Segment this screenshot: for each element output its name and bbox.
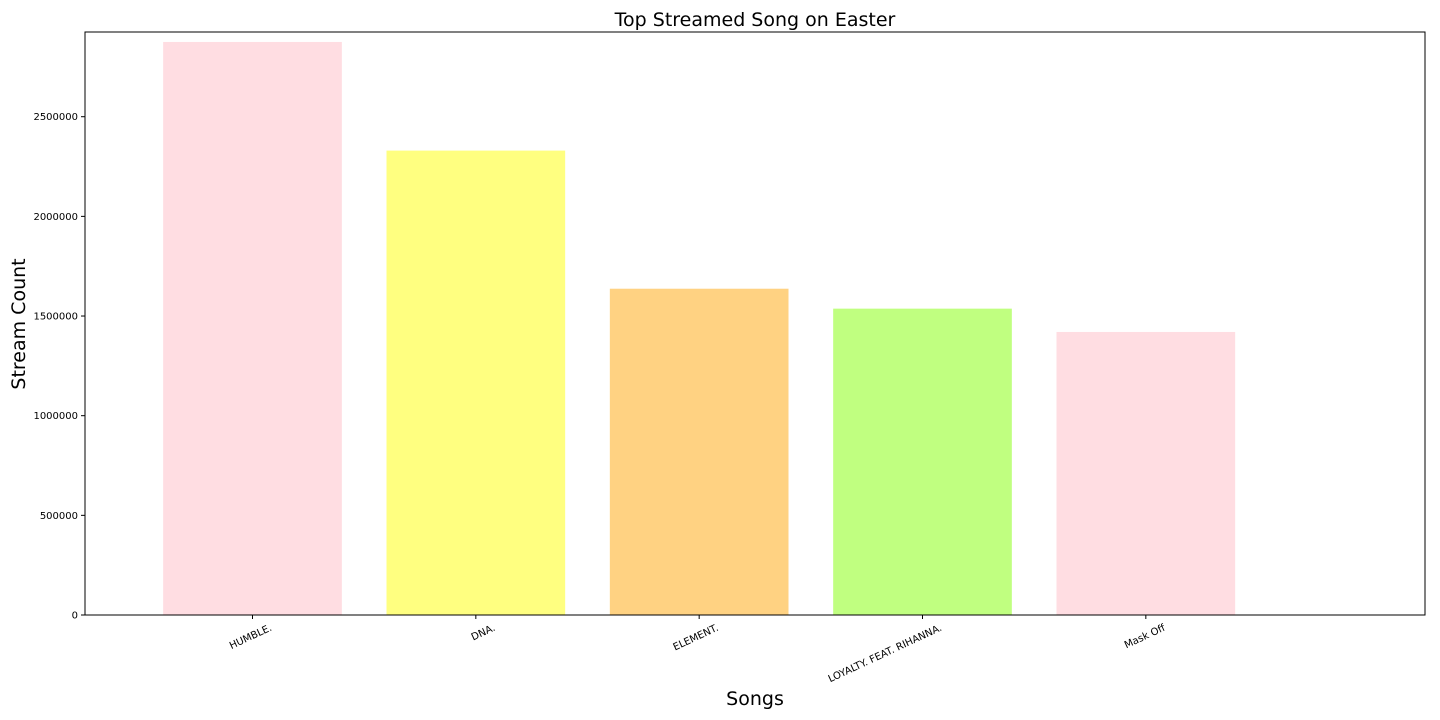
x-tick-label-2: ELEMENT. — [672, 623, 721, 654]
plot-frame — [84, 31, 1426, 616]
y-ticks-group: 0 500000 1000000 1500000 2000000 2500000 — [33, 112, 85, 622]
x-tick-label-0: HUMBLE. — [228, 623, 274, 652]
bar-3 — [833, 308, 1012, 615]
y-tick-label-0: 0 — [72, 611, 78, 622]
y-tick-label-4: 2000000 — [33, 212, 78, 223]
bars-group — [163, 41, 1236, 616]
bar-2 — [609, 288, 789, 615]
x-tick-label-3: LOYALTY. FEAT. RIHANNA. — [827, 623, 944, 685]
bar-4 — [1056, 331, 1236, 615]
bar-0 — [163, 41, 342, 615]
y-tick-label-3: 1500000 — [33, 312, 78, 323]
y-tick-label-1: 500000 — [40, 511, 78, 522]
chart-title: Top Streamed Song on Easter — [614, 9, 896, 31]
bar-1 — [386, 150, 566, 616]
x-ticks-group: HUMBLE. DNA. ELEMENT. LOYALTY. FEAT. RIHANN… — [228, 615, 1168, 685]
y-tick-label-2: 1000000 — [33, 411, 78, 422]
x-axis-label: Songs — [726, 688, 784, 710]
x-tick-label-1: DNA. — [470, 623, 497, 644]
x-tick-label-4: Mask Off — [1123, 622, 1168, 651]
y-axis-label: Stream Count — [8, 258, 30, 389]
y-tick-label-5: 2500000 — [33, 112, 78, 123]
